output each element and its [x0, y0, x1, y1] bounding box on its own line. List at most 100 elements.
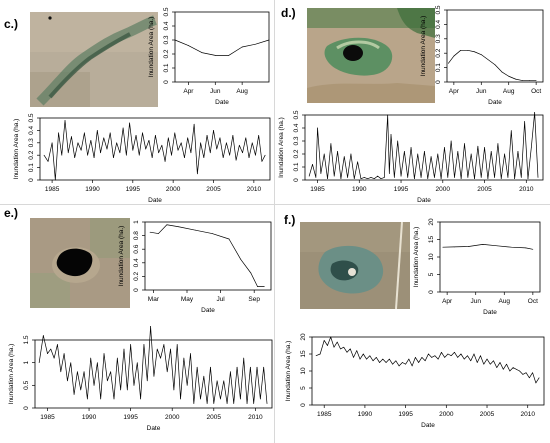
satellite-image-d: [307, 8, 435, 103]
data-point: [404, 151, 405, 152]
y-tick-label: 0.3: [163, 35, 170, 44]
data-point: [450, 140, 452, 142]
data-point: [226, 142, 227, 144]
data-point: [373, 178, 375, 180]
data-point: [130, 344, 131, 345]
data-point: [532, 248, 534, 250]
x-tick-label: 1995: [398, 411, 413, 418]
data-point: [392, 363, 393, 365]
data-point: [206, 135, 208, 136]
data-point: [110, 371, 112, 373]
y-tick-label: 0.5: [28, 113, 35, 122]
data-point: [100, 398, 102, 400]
data-point: [323, 340, 325, 341]
data-point: [243, 357, 245, 359]
data-point: [228, 55, 230, 56]
x-tick-label: Apr: [442, 298, 453, 305]
data-point: [156, 348, 158, 350]
data-point: [499, 362, 501, 363]
series-line: [315, 336, 540, 384]
data-point: [70, 362, 72, 364]
data-point: [447, 353, 449, 355]
data-point: [260, 398, 261, 400]
y-tick-label: 0.3: [435, 34, 442, 43]
data-point: [135, 135, 137, 136]
x-tick-label: 1990: [85, 186, 100, 193]
data-point: [263, 366, 265, 368]
x-tick-label: 1990: [352, 186, 367, 193]
data-point: [534, 112, 535, 113]
chart-f-longterm: 0 5 10 15 20 1985 1990 1995 2000 2005 2010 Date Inun…: [285, 333, 545, 429]
x-tick-label: 2010: [520, 411, 535, 418]
panel-label-e: e.): [4, 206, 19, 220]
data-point: [415, 357, 416, 358]
panel-label-d: d.): [281, 6, 296, 20]
data-point: [450, 355, 452, 357]
y-tick-label: 0.5: [435, 5, 442, 14]
data-point: [410, 147, 412, 148]
data-point: [50, 348, 52, 350]
data-point: [473, 353, 475, 355]
data-point: [174, 132, 176, 134]
data-point: [83, 371, 85, 373]
data-point: [253, 403, 255, 404]
x-tick-label: Jun: [210, 88, 221, 95]
data-point: [437, 153, 439, 155]
data-point: [84, 132, 85, 134]
data-point: [64, 120, 66, 121]
x-tick-label: 2000: [436, 186, 451, 193]
data-point: [138, 154, 140, 156]
y-tick-label: 0.4: [435, 20, 442, 29]
data-point: [232, 135, 234, 136]
plot-frame: [304, 114, 544, 181]
y-tick-label: 0.2: [293, 149, 300, 158]
x-tick-label: 1985: [40, 414, 55, 421]
data-point: [116, 142, 118, 144]
data-point: [312, 164, 313, 165]
data-point: [457, 151, 459, 152]
data-point: [266, 403, 268, 404]
x-tick-label: 1990: [82, 414, 97, 421]
data-point: [405, 363, 406, 365]
x-tick-label: Sep: [248, 296, 260, 303]
data-point: [454, 351, 455, 353]
data-point: [193, 403, 195, 404]
data-point: [80, 389, 82, 391]
data-point: [216, 380, 218, 382]
x-tick-label: 2005: [480, 411, 495, 418]
data-point: [360, 178, 362, 180]
data-point: [508, 75, 510, 77]
x-tick-label: 2000: [439, 411, 454, 418]
data-point: [87, 154, 88, 156]
y-tick-label: 10: [428, 253, 435, 261]
data-point: [151, 157, 153, 159]
x-tick-label: 2005: [206, 186, 221, 193]
y-tick-label: 0: [133, 288, 140, 292]
y-axis-label: Inundation Area (ha.): [148, 17, 155, 78]
y-tick-label: 15: [428, 236, 435, 244]
data-point: [437, 358, 439, 360]
data-point: [255, 154, 256, 156]
data-point: [213, 130, 214, 131]
y-tick-label: 0.1: [163, 63, 170, 72]
data-point: [58, 132, 59, 134]
plot-frame: [34, 339, 273, 409]
data-point: [535, 382, 537, 384]
y-tick-label: 0.4: [293, 123, 300, 132]
x-tick-label: 1985: [45, 186, 60, 193]
data-point: [61, 154, 63, 156]
y-tick-label: 0.3: [293, 136, 300, 145]
y-tick-label: 0.5: [23, 380, 30, 389]
chart-d-seasonal: 0 0.1 0.2 0.3 0.4 0.5 Apr Jun Aug Oct Date Inundati…: [420, 5, 544, 106]
data-point: [519, 370, 520, 372]
x-tick-label: May: [181, 296, 194, 303]
data-point: [484, 147, 485, 148]
data-point: [183, 357, 185, 359]
data-point: [347, 177, 348, 178]
data-point: [174, 39, 176, 41]
data-point: [248, 157, 250, 159]
data-point: [140, 398, 141, 400]
x-axis-label: Date: [417, 197, 431, 204]
data-point: [251, 142, 253, 144]
data-point: [346, 351, 348, 353]
